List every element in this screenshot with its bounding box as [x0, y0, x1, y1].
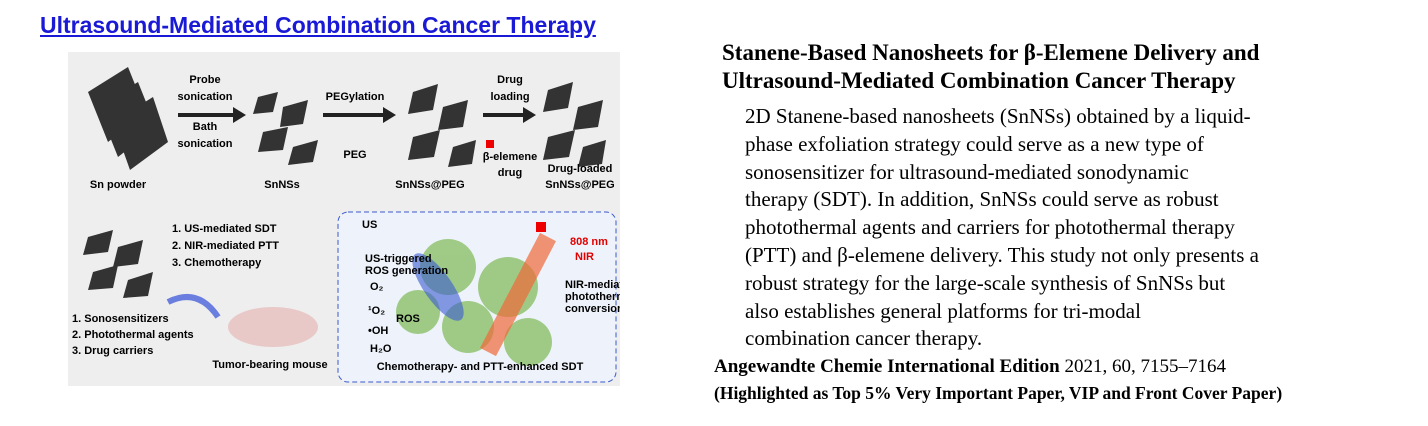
figure-label: Chemotherapy- and PTT-enhanced SDT [377, 361, 584, 373]
abstract-line: (PTT) and β-elemene delivery. This study… [745, 243, 1259, 267]
abstract-line: robust strategy for the large-scale synt… [745, 270, 1226, 295]
article-title: Stanene-Based Nanosheets for β-Elemene D… [722, 40, 1260, 65]
figure-label: ROS [396, 313, 420, 325]
figure-label: •OH [368, 325, 388, 337]
figure-label: SnNSs@PEG [545, 179, 614, 191]
figure-label: conversion [565, 303, 620, 315]
abstract-line: therapy (SDT). In addition, SnNSs could … [745, 187, 1219, 212]
curved-arrow [166, 294, 221, 319]
figure-label: 3. Chemotherapy [172, 257, 262, 269]
figure-label: drug [498, 167, 522, 179]
abstract-line: photothermal agents and carriers for pho… [745, 215, 1235, 240]
figure-label: NIR [575, 251, 594, 263]
nanosheets [83, 67, 606, 298]
journal-line: Angewandte Chemie International Edition … [714, 356, 1226, 378]
figure-label: photothermal [565, 291, 620, 303]
mouse [228, 307, 318, 347]
journal-name: Angewandte Chemie International Edition [714, 356, 1060, 377]
figure: Probe sonication Bath sonication PEGylation P… [68, 52, 620, 386]
figure-label: 808 nm [570, 236, 608, 248]
figure-label: ROS generation [365, 265, 448, 277]
citation: 2021, 60, 7155–7164 [1064, 356, 1226, 377]
nir-beam [480, 232, 556, 357]
figure-label: SnNSs [264, 179, 299, 191]
figure-label: ¹O₂ [368, 305, 385, 317]
figure-label: O₂ [370, 281, 384, 293]
figure-label: 2. NIR-mediated PTT [172, 240, 279, 252]
section-title[interactable]: Ultrasound-Mediated Combination Cancer T… [40, 12, 596, 38]
figure-label: Sn powder [90, 179, 147, 191]
figure-label: PEG [343, 149, 366, 161]
figure-label: sonication [177, 138, 232, 150]
figure-label: NIR-mediated [565, 279, 620, 291]
figure-label: loading [490, 91, 529, 103]
figure-label: Probe [189, 74, 220, 86]
figure-label: Bath [193, 121, 218, 133]
figure-label: H₂O [370, 343, 392, 355]
figure-label: PEGylation [326, 91, 385, 103]
arrows [178, 107, 536, 123]
figure-label: Drug [497, 74, 523, 86]
figure-label: 2. Photothermal agents [72, 329, 194, 341]
figure-label: β-elemene [483, 151, 537, 163]
figure-label: 1. US-mediated SDT [172, 223, 277, 235]
us-wave [412, 253, 464, 321]
abstract-line: also establishes general platforms for t… [745, 298, 1141, 323]
figure-label: 3. Drug carriers [72, 345, 153, 357]
figure-label: Tumor-bearing mouse [212, 359, 327, 371]
figure-label: US-triggered [365, 253, 432, 265]
abstract-line: 2D Stanene-based nanosheets (SnNSs) obta… [745, 104, 1251, 128]
laser [536, 222, 546, 232]
figure-label: sonication [177, 91, 232, 103]
figure-label: US [362, 219, 377, 231]
article-title: Ultrasound-Mediated Combination Cancer T… [722, 68, 1236, 93]
abstract-line: sonosensitizer for ultrasound-mediated s… [745, 159, 1189, 184]
figure-label: Drug-loaded [548, 163, 613, 175]
abstract-line: phase exfoliation strategy could serve a… [745, 131, 1204, 156]
figure-label: SnNSs@PEG [395, 179, 464, 191]
abstract-line: combination cancer therapy. [745, 326, 983, 351]
highlight: (Highlighted as Top 5% Very Important Pa… [714, 383, 1283, 403]
figure-label: 1. Sonosensitizers [72, 313, 169, 325]
drug-icon [486, 140, 494, 148]
